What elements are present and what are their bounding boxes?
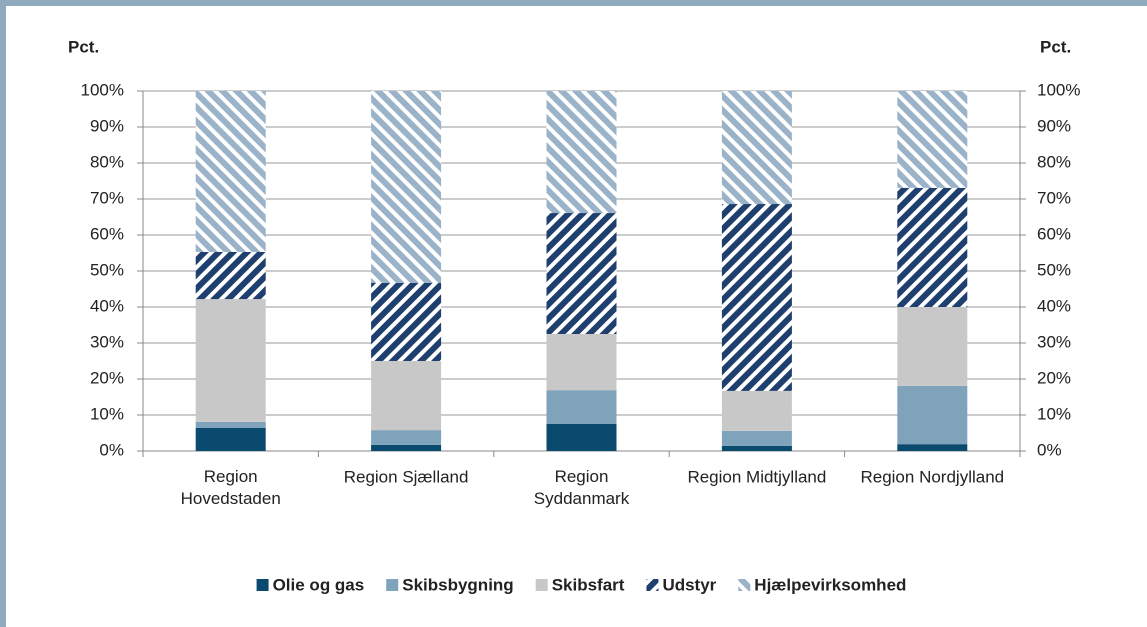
y-tick-label: 20% (90, 368, 124, 387)
legend-label: Skibsfart (552, 575, 625, 594)
x-tick-label: Region Midtjylland (687, 467, 826, 486)
y-tick-label: 100% (81, 80, 124, 99)
bar-segment (371, 361, 442, 431)
bar-segment (546, 334, 617, 391)
bar-segment (897, 307, 968, 386)
legend-swatch (256, 579, 269, 591)
y-tick-label: 0% (99, 440, 124, 459)
bar-segment (195, 421, 266, 428)
y-tick-label: 90% (90, 116, 124, 135)
y-axis-label: Pct. (68, 37, 99, 56)
y2-tick-label: 60% (1037, 224, 1071, 243)
x-tick-label: Region Sjælland (344, 467, 469, 486)
y2-tick-label: 10% (1037, 404, 1071, 423)
legend-label: Udstyr (662, 575, 716, 594)
y2-tick-label: 90% (1037, 116, 1071, 135)
bar-segment (721, 430, 792, 446)
bar-segment (371, 430, 442, 445)
bar-segment (721, 91, 792, 205)
y2-tick-label: 40% (1037, 296, 1071, 315)
bar-segment (546, 390, 617, 424)
legend-swatch (535, 579, 548, 591)
bar-segment (897, 91, 968, 188)
legend-label: Hjælpevirksomhed (754, 575, 906, 594)
x-tick-label: Region Syddanmark (534, 467, 630, 508)
bar-segment (371, 444, 442, 451)
bar-segment (897, 385, 968, 445)
y-tick-label: 40% (90, 296, 124, 315)
bar-segment (195, 299, 266, 422)
legend-swatch (738, 579, 751, 591)
y2-tick-label: 0% (1037, 440, 1062, 459)
legend-swatch (386, 579, 399, 591)
y2-tick-label: 20% (1037, 368, 1071, 387)
bar-segment (195, 91, 266, 252)
bar-segment (546, 424, 617, 451)
bar-segment (721, 390, 792, 431)
y2-tick-label: 80% (1037, 152, 1071, 171)
y-tick-label: 60% (90, 224, 124, 243)
legend-label: Skibsbygning (402, 575, 513, 594)
bar-segment (195, 427, 266, 451)
y-tick-label: 30% (90, 332, 124, 351)
bar-segment (546, 213, 617, 334)
bar-segment (721, 204, 792, 391)
y-tick-label: 70% (90, 188, 124, 207)
x-tick-label: Region Hovedstaden (181, 467, 281, 508)
y-tick-label: 10% (90, 404, 124, 423)
y2-tick-label: 100% (1037, 80, 1080, 99)
bar-segment (371, 282, 442, 361)
bar-segment (897, 444, 968, 451)
legend-label: Olie og gas (273, 575, 365, 594)
bar-segment (371, 91, 442, 283)
y2-tick-label: 30% (1037, 332, 1071, 351)
bar-segment (897, 187, 968, 307)
y2-axis-label: Pct. (1040, 37, 1071, 56)
y2-tick-label: 70% (1037, 188, 1071, 207)
y-tick-label: 50% (90, 260, 124, 279)
bar-segment (546, 91, 617, 214)
y2-tick-label: 50% (1037, 260, 1071, 279)
bar-segment (195, 251, 266, 300)
legend: Olie og gas Skibsbygning Skibsfart Udstyr Hj… (256, 575, 906, 594)
y-tick-label: 80% (90, 152, 124, 171)
x-tick-label: Region Nordjylland (860, 467, 1004, 486)
legend-swatch (646, 579, 659, 591)
bar-segment (721, 445, 792, 451)
